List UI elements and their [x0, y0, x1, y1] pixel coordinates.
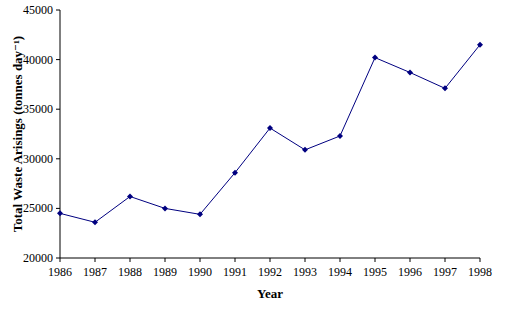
x-tick-label: 1991: [223, 265, 247, 279]
x-tick-label: 1995: [363, 265, 387, 279]
x-tick: [95, 258, 96, 262]
data-point: [127, 193, 133, 199]
data-point: [477, 42, 483, 48]
x-tick-label: 1994: [328, 265, 352, 279]
data-point: [337, 133, 343, 139]
chart-container: 20000 25000 30000 35000 40000 45000 1986 1987 19…: [0, 0, 520, 330]
data-point: [232, 170, 238, 176]
data-point: [197, 211, 203, 217]
x-tick-label: 1990: [188, 265, 212, 279]
data-point: [267, 125, 273, 131]
data-point: [372, 55, 378, 61]
x-tick-label: 1998: [468, 265, 492, 279]
x-axis-label: Year: [257, 286, 283, 301]
y-axis: [60, 10, 61, 258]
y-tick-label: 40000: [23, 53, 53, 67]
y-tick-label: 35000: [23, 102, 53, 116]
x-tick-label: 1992: [258, 265, 282, 279]
y-tick: [56, 10, 60, 11]
x-tick-label: 1988: [118, 265, 142, 279]
y-tick-label: 20000: [23, 251, 53, 265]
y-tick: [56, 109, 60, 110]
y-tick: [56, 258, 60, 259]
y-tick-label: 45000: [23, 3, 53, 17]
plot-area: [57, 42, 483, 226]
x-tick: [200, 258, 201, 262]
x-tick-label: 1997: [433, 265, 457, 279]
x-tick: [375, 258, 376, 262]
x-tick: [270, 258, 271, 262]
x-tick: [445, 258, 446, 262]
data-point: [92, 219, 98, 225]
x-tick: [130, 258, 131, 262]
x-tick-label: 1993: [293, 265, 317, 279]
data-point: [57, 210, 63, 216]
x-tick: [340, 258, 341, 262]
x-tick-label: 1987: [83, 265, 107, 279]
x-tick-label: 1996: [398, 265, 422, 279]
y-tick-label: 30000: [23, 152, 53, 166]
x-tick: [480, 258, 481, 262]
y-tick-label: 25000: [23, 201, 53, 215]
data-point: [407, 69, 413, 75]
x-tick: [410, 258, 411, 262]
y-tick: [56, 59, 60, 60]
y-tick: [56, 158, 60, 159]
y-tick: [56, 208, 60, 209]
x-tick: [305, 258, 306, 262]
x-tick-label: 1986: [48, 265, 72, 279]
y-axis-label: Total Waste Arisings (tonnes day⁻¹): [10, 36, 25, 232]
data-point: [302, 147, 308, 153]
x-tick: [60, 258, 61, 262]
chart-svg: 20000 25000 30000 35000 40000 45000 1986 1987 19…: [0, 0, 520, 330]
x-tick-label: 1989: [153, 265, 177, 279]
x-tick: [235, 258, 236, 262]
data-point: [442, 85, 448, 91]
data-point: [162, 205, 168, 211]
x-tick: [165, 258, 166, 262]
data-line: [60, 45, 480, 223]
